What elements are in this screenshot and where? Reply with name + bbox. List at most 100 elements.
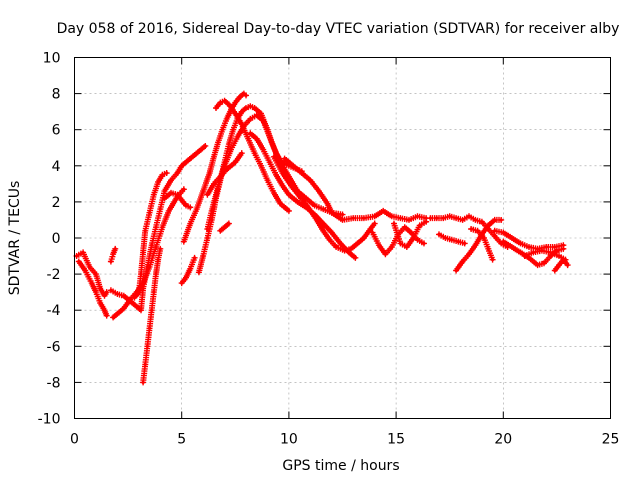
- data-point: [115, 312, 119, 316]
- data-point: [450, 238, 454, 242]
- data-point: [390, 214, 394, 218]
- data-point: [225, 117, 229, 121]
- data-point: [180, 198, 184, 202]
- data-point: [561, 258, 565, 262]
- axis-ticks: 0 5 10 15 20 25 -10 -8 -6 -4 -2 0 2 4 6 8 10: [38, 51, 620, 448]
- data-point: [428, 216, 433, 220]
- y-tick-label: 0: [52, 231, 61, 247]
- data-point: [81, 250, 85, 255]
- data-point: [139, 272, 143, 276]
- data-point: [328, 238, 332, 242]
- data-point: [340, 218, 345, 222]
- data-point: [147, 326, 152, 330]
- data-point: [424, 216, 428, 220]
- data-point: [291, 164, 295, 168]
- data-point: [518, 241, 523, 246]
- series-track-j: [180, 90, 250, 245]
- y-tick-label: -4: [47, 303, 61, 319]
- data-point: [145, 265, 149, 269]
- y-tick-label: 6: [52, 123, 61, 139]
- data-point: [218, 101, 222, 105]
- data-point: [300, 171, 304, 175]
- grid: [74, 57, 611, 419]
- data-point: [287, 193, 291, 197]
- series-track-aa: [521, 247, 569, 263]
- y-tick-label: -10: [38, 412, 61, 428]
- data-point: [135, 304, 139, 309]
- data-point: [315, 218, 319, 222]
- data-point: [334, 245, 338, 249]
- data-point: [340, 212, 345, 217]
- data-point: [418, 223, 422, 227]
- data-point: [244, 106, 248, 110]
- data-point: [265, 129, 270, 134]
- data-point: [555, 249, 559, 253]
- y-tick-label: -8: [47, 375, 61, 391]
- series-track-v: [436, 231, 468, 247]
- data-point: [390, 245, 394, 249]
- data-point: [152, 193, 156, 197]
- data-point: [278, 202, 282, 206]
- data-point: [467, 214, 471, 218]
- data-point: [280, 184, 285, 188]
- data-point: [338, 241, 342, 246]
- data-point: [167, 209, 171, 213]
- y-axis-label: SDTVAR / TECUs: [7, 181, 23, 296]
- data-point: [188, 267, 192, 271]
- data-point: [248, 117, 252, 121]
- data-point: [561, 247, 565, 251]
- data-point: [330, 230, 334, 235]
- data-point: [493, 218, 497, 222]
- data-point: [422, 241, 426, 246]
- data-point: [218, 176, 222, 181]
- data-point: [557, 254, 561, 258]
- data-point: [268, 160, 272, 164]
- data-point: [240, 110, 244, 114]
- data-point: [373, 214, 377, 218]
- data-point: [105, 290, 109, 294]
- data-point: [182, 240, 186, 244]
- data-point: [252, 151, 257, 155]
- data-point: [227, 142, 231, 146]
- data-point: [212, 155, 216, 159]
- data-point: [75, 254, 79, 258]
- data-point: [527, 245, 531, 249]
- data-point: [150, 243, 154, 247]
- data-point: [154, 245, 158, 249]
- x-axis-label: GPS time / hours: [282, 458, 399, 474]
- data-point: [158, 207, 162, 211]
- data-point: [343, 249, 347, 253]
- data-point: [143, 362, 147, 366]
- data-point: [182, 187, 186, 191]
- data-point: [156, 180, 160, 184]
- series-track-g: [131, 170, 170, 301]
- data-point: [205, 193, 210, 197]
- data-point: [475, 229, 480, 233]
- data-point: [233, 101, 237, 105]
- data-point: [460, 218, 465, 222]
- data-point: [321, 221, 325, 226]
- data-point: [536, 263, 540, 267]
- data-point: [111, 252, 115, 256]
- data-point: [306, 205, 310, 209]
- data-point: [180, 164, 184, 168]
- series-markers: [107, 142, 209, 314]
- data-point: [523, 254, 527, 258]
- data-point: [403, 225, 407, 229]
- data-point: [441, 216, 445, 220]
- data-point: [207, 171, 212, 175]
- data-point: [240, 151, 244, 155]
- data-point: [210, 209, 214, 213]
- data-point: [355, 241, 360, 246]
- data-point: [248, 104, 252, 108]
- data-point: [480, 220, 484, 224]
- data-point: [469, 227, 473, 231]
- series-track-ab: [551, 256, 571, 274]
- data-point: [407, 218, 411, 222]
- data-point: [424, 220, 428, 224]
- data-point: [122, 306, 126, 310]
- data-point: [501, 230, 505, 235]
- data-point: [295, 200, 300, 204]
- data-point: [212, 182, 216, 186]
- data-point: [203, 144, 207, 148]
